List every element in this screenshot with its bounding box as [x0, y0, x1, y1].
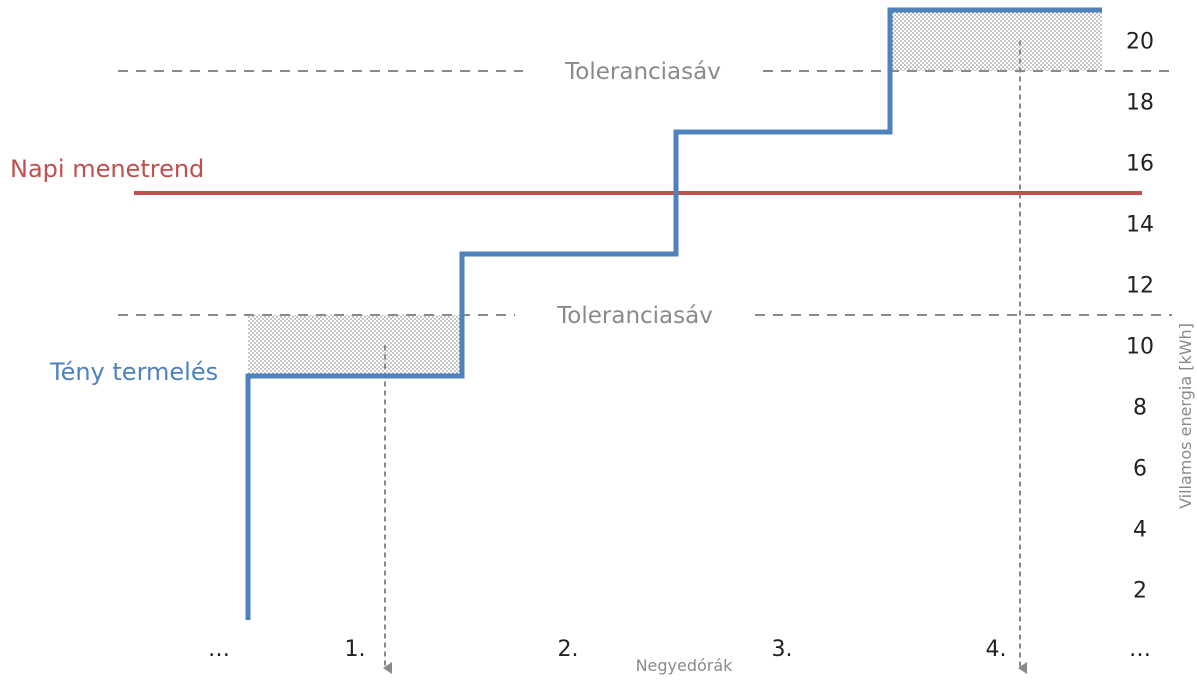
tolerance-label-upper: Toleranciasáv: [564, 59, 721, 85]
x-tick-label: 2.: [558, 637, 579, 662]
tolerance-label-lower: Toleranciasáv: [556, 303, 713, 329]
shaded-region-4: [890, 10, 1102, 71]
actual-production-label: Tény termelés: [49, 358, 218, 386]
y-tick-label: 6: [1133, 457, 1147, 482]
y-tick-label: 14: [1126, 213, 1154, 238]
y-tick-label: 4: [1133, 518, 1147, 543]
y-tick-label: 10: [1126, 335, 1154, 360]
y-tick-label: 2: [1133, 579, 1147, 604]
shaded-regions: [248, 10, 1102, 376]
x-tick-label: 4.: [986, 637, 1007, 662]
y-tick-label: 12: [1126, 274, 1154, 299]
y-tick-label: 8: [1133, 396, 1147, 421]
schedule-label: Napi menetrend: [10, 155, 204, 183]
x-tick-label: 1.: [345, 637, 366, 662]
x-tick-label: …: [1129, 637, 1151, 662]
chart-labels: Toleranciasáv Toleranciasáv 2 4 6 8 10 12 14 16 18…: [10, 30, 1195, 676]
series-lines: [134, 7, 1142, 620]
actual-production-line: [245, 7, 1102, 620]
y-tick-label: 18: [1126, 91, 1154, 116]
tolerance-bands: [118, 70, 1172, 316]
y-tick-label: 16: [1126, 152, 1154, 177]
x-axis-title: Negyedórák: [636, 656, 734, 675]
y-tick-label: 20: [1126, 30, 1154, 55]
shaded-region-1: [248, 315, 462, 376]
arrows: [383, 40, 1027, 674]
x-tick-label: …: [208, 637, 230, 662]
y-axis-title: Villamos energia [kWh]: [1176, 323, 1195, 509]
x-tick-label: 3.: [772, 637, 793, 662]
